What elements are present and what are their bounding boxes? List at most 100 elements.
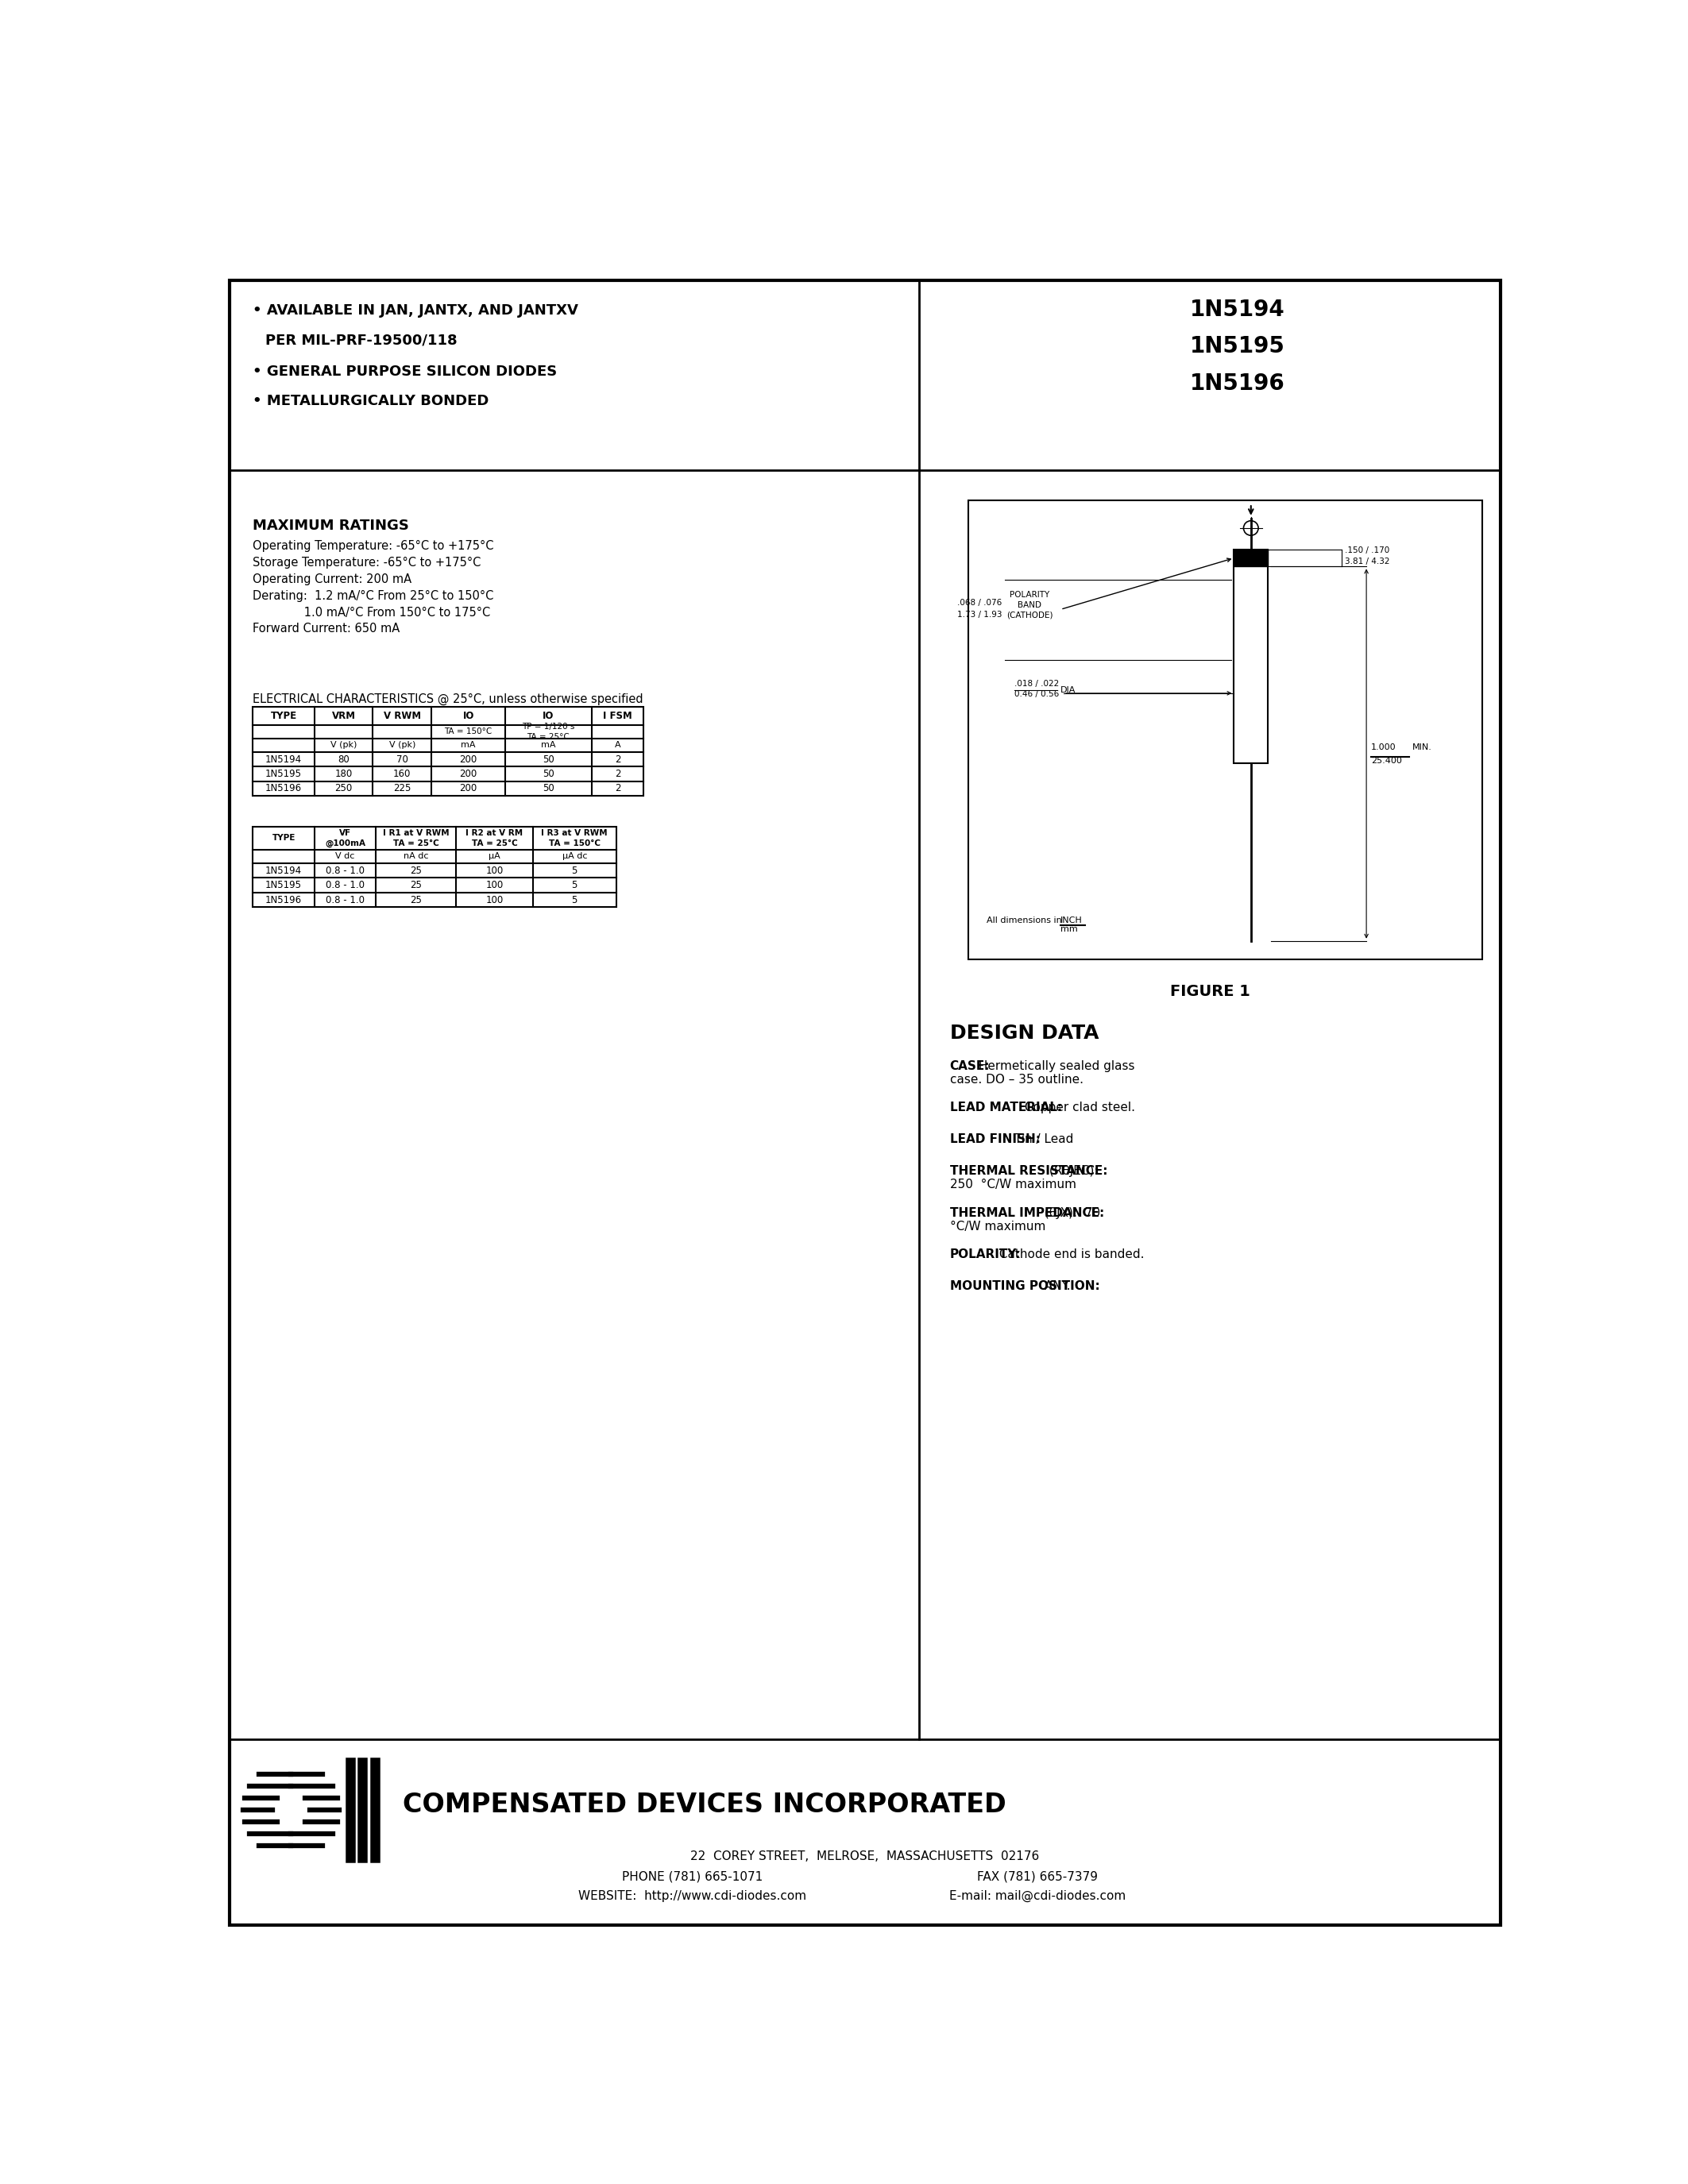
Text: V dc: V dc (336, 852, 354, 860)
Text: • METALLURGICALLY BONDED: • METALLURGICALLY BONDED (253, 393, 490, 408)
Text: INCH: INCH (1060, 917, 1082, 924)
Text: Operating Current: 200 mA: Operating Current: 200 mA (253, 574, 412, 585)
Text: VRM: VRM (333, 710, 356, 721)
Text: A: A (614, 740, 621, 749)
Bar (253, 708, 643, 795)
Text: Forward Current: 650 mA: Forward Current: 650 mA (253, 622, 400, 636)
Text: 25: 25 (410, 880, 422, 891)
Text: 1.73 / 1.93: 1.73 / 1.93 (957, 612, 1003, 618)
Text: 1N5196: 1N5196 (265, 895, 302, 904)
Text: Tin / Lead: Tin / Lead (1011, 1133, 1074, 1144)
Text: THERMAL IMPEDANCE:: THERMAL IMPEDANCE: (950, 1208, 1104, 1219)
Text: 25.400: 25.400 (1371, 758, 1403, 764)
Text: .150 / .170: .150 / .170 (1345, 546, 1389, 555)
Text: 22  COREY STREET,  MELROSE,  MASSACHUSETTS  02176: 22 COREY STREET, MELROSE, MASSACHUSETTS … (690, 1850, 1040, 1863)
Text: V (pk): V (pk) (388, 740, 415, 749)
Text: mA: mA (542, 740, 555, 749)
Text: 25: 25 (410, 865, 422, 876)
Text: 80: 80 (338, 753, 349, 764)
Bar (969, 500, 1482, 959)
Text: 1.0 mA/°C From 150°C to 175°C: 1.0 mA/°C From 150°C to 175°C (253, 607, 491, 618)
Text: MAXIMUM RATINGS: MAXIMUM RATINGS (253, 520, 408, 533)
Text: 1N5194: 1N5194 (265, 753, 302, 764)
Text: 5: 5 (572, 895, 577, 904)
Bar (1234, 550, 1268, 764)
Text: 225: 225 (393, 784, 412, 793)
Text: FAX (781) 665-7379: FAX (781) 665-7379 (977, 1870, 1097, 1883)
Text: °C/W maximum: °C/W maximum (950, 1221, 1045, 1232)
Text: Storage Temperature: -65°C to +175°C: Storage Temperature: -65°C to +175°C (253, 557, 481, 568)
Bar (253, 826, 616, 906)
Text: WEBSITE:  http://www.cdi-diodes.com: WEBSITE: http://www.cdi-diodes.com (579, 1889, 807, 1902)
Text: MOUNTING POSITION:: MOUNTING POSITION: (950, 1280, 1099, 1293)
Text: • GENERAL PURPOSE SILICON DIODES: • GENERAL PURPOSE SILICON DIODES (253, 365, 557, 380)
Text: µA: µA (488, 852, 500, 860)
Text: POLARITY:: POLARITY: (950, 1249, 1021, 1260)
Text: I R1 at V RWM
TA = 25°C: I R1 at V RWM TA = 25°C (383, 830, 449, 847)
Text: 50: 50 (542, 769, 554, 780)
Text: LEAD FINISH:: LEAD FINISH: (950, 1133, 1040, 1144)
Text: 200: 200 (459, 769, 478, 780)
Text: 5: 5 (572, 880, 577, 891)
Text: 1.000: 1.000 (1371, 745, 1396, 751)
Text: PHONE (781) 665-1071: PHONE (781) 665-1071 (623, 1870, 763, 1883)
Text: 2: 2 (614, 769, 621, 780)
Text: 160: 160 (393, 769, 412, 780)
Text: TP = 1/120 s
TA = 25°C: TP = 1/120 s TA = 25°C (522, 723, 574, 740)
Text: V (pk): V (pk) (331, 740, 356, 749)
Text: E-mail: mail@cdi-diodes.com: E-mail: mail@cdi-diodes.com (949, 1889, 1126, 1902)
Text: 1N5196: 1N5196 (1190, 371, 1285, 395)
Text: 100: 100 (486, 880, 503, 891)
Text: 2: 2 (614, 784, 621, 793)
Text: 180: 180 (334, 769, 353, 780)
Text: IO: IO (463, 710, 474, 721)
Text: (θJX):  70: (θJX): 70 (1040, 1208, 1101, 1219)
Bar (1234, 550, 1268, 566)
Text: All dimensions in: All dimensions in (987, 917, 1062, 924)
Text: PER MIL-PRF-19500/118: PER MIL-PRF-19500/118 (265, 332, 457, 347)
Text: 200: 200 (459, 753, 478, 764)
Text: Operating Temperature: -65°C to +175°C: Operating Temperature: -65°C to +175°C (253, 539, 495, 553)
Text: THERMAL RESISTANCE:: THERMAL RESISTANCE: (950, 1166, 1107, 1177)
Text: DESIGN DATA: DESIGN DATA (950, 1024, 1099, 1042)
Text: IO: IO (542, 710, 554, 721)
Text: 5: 5 (572, 865, 577, 876)
Text: mA: mA (461, 740, 476, 749)
Text: FIGURE 1: FIGURE 1 (1170, 983, 1249, 998)
Text: COMPENSATED DEVICES INCORPORATED: COMPENSATED DEVICES INCORPORATED (402, 1791, 1006, 1817)
Text: 200: 200 (459, 784, 478, 793)
Text: nA dc: nA dc (403, 852, 429, 860)
Text: TYPE: TYPE (270, 710, 297, 721)
Text: I R2 at V RM
TA = 25°C: I R2 at V RM TA = 25°C (466, 830, 523, 847)
Text: 0.46 / 0.56: 0.46 / 0.56 (1014, 690, 1058, 699)
Text: 1N5195: 1N5195 (1190, 336, 1285, 358)
Text: TYPE: TYPE (272, 834, 295, 843)
Text: 1N5196: 1N5196 (265, 784, 302, 793)
Text: CASE:: CASE: (950, 1059, 989, 1072)
Text: 70: 70 (397, 753, 408, 764)
Text: 250: 250 (334, 784, 353, 793)
Text: Copper clad steel.: Copper clad steel. (1021, 1101, 1134, 1114)
Text: 1N5194: 1N5194 (265, 865, 302, 876)
Text: mm: mm (1060, 926, 1079, 933)
Text: 50: 50 (542, 784, 554, 793)
Text: 3.81 / 4.32: 3.81 / 4.32 (1345, 557, 1389, 566)
Text: 0.8 - 1.0: 0.8 - 1.0 (326, 865, 365, 876)
Text: • AVAILABLE IN JAN, JANTX, AND JANTXV: • AVAILABLE IN JAN, JANTX, AND JANTXV (253, 304, 579, 319)
Text: 1N5195: 1N5195 (265, 880, 302, 891)
Text: 100: 100 (486, 895, 503, 904)
Text: Derating:  1.2 mA/°C From 25°C to 150°C: Derating: 1.2 mA/°C From 25°C to 150°C (253, 590, 495, 603)
Text: Hermetically sealed glass: Hermetically sealed glass (976, 1059, 1134, 1072)
Text: TA = 150°C: TA = 150°C (444, 727, 493, 736)
Text: µA dc: µA dc (562, 852, 587, 860)
Text: MIN.: MIN. (1413, 745, 1433, 751)
Text: 0.8 - 1.0: 0.8 - 1.0 (326, 880, 365, 891)
Text: 2: 2 (614, 753, 621, 764)
Text: LEAD MATERIAL:: LEAD MATERIAL: (950, 1101, 1062, 1114)
Text: 0.8 - 1.0: 0.8 - 1.0 (326, 895, 365, 904)
Text: 25: 25 (410, 895, 422, 904)
Text: I FSM: I FSM (603, 710, 633, 721)
Text: POLARITY
BAND
(CATHODE): POLARITY BAND (CATHODE) (1006, 592, 1053, 618)
Text: 1N5195: 1N5195 (265, 769, 302, 780)
Text: .068 / .076: .068 / .076 (957, 598, 1003, 607)
